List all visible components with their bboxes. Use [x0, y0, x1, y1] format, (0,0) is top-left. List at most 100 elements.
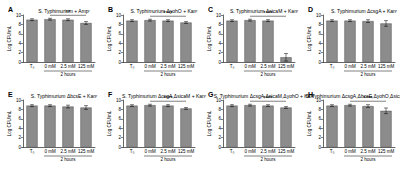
svg-text:6: 6 [318, 116, 321, 121]
svg-text:10: 10 [316, 13, 322, 18]
svg-text:0: 0 [118, 60, 121, 65]
svg-text:Log CFU/mL: Log CFU/mL [107, 110, 112, 136]
svg-text:10: 10 [116, 13, 122, 18]
svg-text:4: 4 [318, 41, 321, 46]
svg-text:T₀: T₀ [330, 64, 335, 69]
svg-text:Log CFU/mL: Log CFU/mL [7, 110, 12, 136]
svg-text:2: 2 [118, 50, 121, 55]
svg-text:6: 6 [18, 116, 21, 121]
svg-text:Log CFU/mL: Log CFU/mL [107, 25, 112, 51]
svg-text:0 mM: 0 mM [44, 64, 56, 69]
svg-text:S. Typhimurium ΔcsgA,ΔsicaM +: S. Typhimurium ΔcsgA,ΔsicaM + Kanʳ [122, 93, 207, 99]
svg-text:S. Typhimurium ΔyohO + Kanʳ: S. Typhimurium ΔyohO + Kanʳ [130, 8, 198, 14]
svg-text:0 mM: 0 mM [144, 149, 156, 154]
svg-text:0: 0 [318, 60, 321, 65]
svg-text:125 mM: 125 mM [278, 149, 295, 154]
svg-text:Log CFU/mL: Log CFU/mL [207, 25, 212, 51]
svg-text:T₀: T₀ [330, 149, 335, 154]
svg-text:2: 2 [318, 50, 321, 55]
svg-text:8: 8 [118, 107, 121, 112]
svg-text:4: 4 [18, 41, 21, 46]
svg-text:2 hours: 2 hours [360, 72, 376, 77]
svg-text:D: D [308, 6, 313, 13]
svg-text:2.5 mM: 2.5 mM [260, 64, 275, 69]
svg-text:10: 10 [116, 98, 122, 103]
svg-text:0: 0 [118, 145, 121, 150]
svg-text:6: 6 [118, 31, 121, 36]
svg-text:2.5 mM: 2.5 mM [160, 64, 175, 69]
svg-text:125 mM: 125 mM [278, 64, 295, 69]
svg-text:8: 8 [18, 107, 21, 112]
svg-text:8: 8 [318, 22, 321, 27]
svg-text:0 mM: 0 mM [244, 64, 256, 69]
svg-text:S. Typhimurium ΔsicaM + Kanʳ: S. Typhimurium ΔsicaM + Kanʳ [230, 8, 299, 14]
svg-text:2.5 mM: 2.5 mM [160, 149, 175, 154]
svg-text:T₀: T₀ [230, 64, 235, 69]
svg-text:T₀: T₀ [230, 149, 235, 154]
svg-text:125 mM: 125 mM [378, 149, 395, 154]
svg-text:2: 2 [18, 135, 21, 140]
svg-text:Log CFU/mL: Log CFU/mL [307, 110, 312, 136]
svg-text:125 mM: 125 mM [78, 149, 95, 154]
svg-text:0: 0 [218, 145, 221, 150]
svg-text:0: 0 [318, 145, 321, 150]
svg-text:0: 0 [18, 145, 21, 150]
svg-text:2 hours: 2 hours [60, 72, 76, 77]
svg-text:2: 2 [18, 50, 21, 55]
svg-text:10: 10 [216, 13, 222, 18]
svg-text:4: 4 [118, 126, 121, 131]
svg-text:125 mM: 125 mM [178, 149, 195, 154]
svg-text:S. Typhimurium ΔcsgA,ΔsicaM,Δy: S. Typhimurium ΔcsgA,ΔsicaM,ΔyohO + Kanʳ [214, 93, 316, 99]
svg-text:T₀: T₀ [30, 64, 35, 69]
svg-text:8: 8 [118, 22, 121, 27]
svg-text:8: 8 [18, 22, 21, 27]
svg-text:8: 8 [318, 107, 321, 112]
svg-text:6: 6 [118, 116, 121, 121]
svg-text:0 mM: 0 mM [344, 64, 356, 69]
svg-text:4: 4 [218, 126, 221, 131]
svg-text:2 hours: 2 hours [60, 157, 76, 162]
svg-text:8: 8 [218, 22, 221, 27]
svg-text:0 mM: 0 mM [144, 64, 156, 69]
svg-text:F: F [108, 91, 113, 98]
svg-text:T₀: T₀ [130, 149, 135, 154]
svg-text:6: 6 [18, 31, 21, 36]
svg-text:S. Typhimurium + Ampʳ: S. Typhimurium + Ampʳ [38, 8, 90, 14]
svg-text:2.5 mM: 2.5 mM [60, 64, 75, 69]
svg-text:Log CFU/mL: Log CFU/mL [307, 25, 312, 51]
svg-text:H: H [308, 91, 313, 98]
svg-text:C: C [208, 6, 213, 13]
svg-text:6: 6 [218, 31, 221, 36]
svg-text:G: G [208, 91, 214, 98]
svg-text:2.5 mM: 2.5 mM [360, 149, 375, 154]
svg-text:4: 4 [318, 126, 321, 131]
svg-text:2 hours: 2 hours [160, 72, 176, 77]
svg-text:2: 2 [318, 135, 321, 140]
svg-text:4: 4 [118, 41, 121, 46]
svg-text:0 mM: 0 mM [244, 149, 256, 154]
svg-text:A: A [8, 6, 13, 13]
svg-text:E: E [8, 91, 13, 98]
svg-text:2.5 mM: 2.5 mM [60, 149, 75, 154]
svg-text:S. Typhimurium ΔcsgA,ΔbcsE,Δyo: S. Typhimurium ΔcsgA,ΔbcsE,ΔyohO,ΔsicaM … [306, 93, 400, 99]
svg-text:0: 0 [18, 60, 21, 65]
svg-text:T₀: T₀ [30, 149, 35, 154]
svg-text:125 mM: 125 mM [178, 64, 195, 69]
svg-text:10: 10 [16, 98, 22, 103]
svg-text:2 hours: 2 hours [360, 157, 376, 162]
svg-text:2: 2 [218, 50, 221, 55]
svg-text:2 hours: 2 hours [160, 157, 176, 162]
svg-text:S. Typhimurium ΔcsgA + Kanʳ: S. Typhimurium ΔcsgA + Kanʳ [331, 8, 398, 14]
svg-text:6: 6 [218, 116, 221, 121]
svg-text:2 hours: 2 hours [260, 157, 276, 162]
svg-text:2: 2 [218, 135, 221, 140]
svg-text:T₀: T₀ [130, 64, 135, 69]
svg-text:0 mM: 0 mM [44, 149, 56, 154]
svg-text:10: 10 [16, 13, 22, 18]
svg-text:125 mM: 125 mM [78, 64, 95, 69]
svg-text:8: 8 [218, 107, 221, 112]
svg-text:4: 4 [18, 126, 21, 131]
svg-text:S. Typhimurium ΔbcsE + Kanʳ: S. Typhimurium ΔbcsE + Kanʳ [31, 93, 98, 99]
svg-text:4: 4 [218, 41, 221, 46]
svg-text:6: 6 [318, 31, 321, 36]
